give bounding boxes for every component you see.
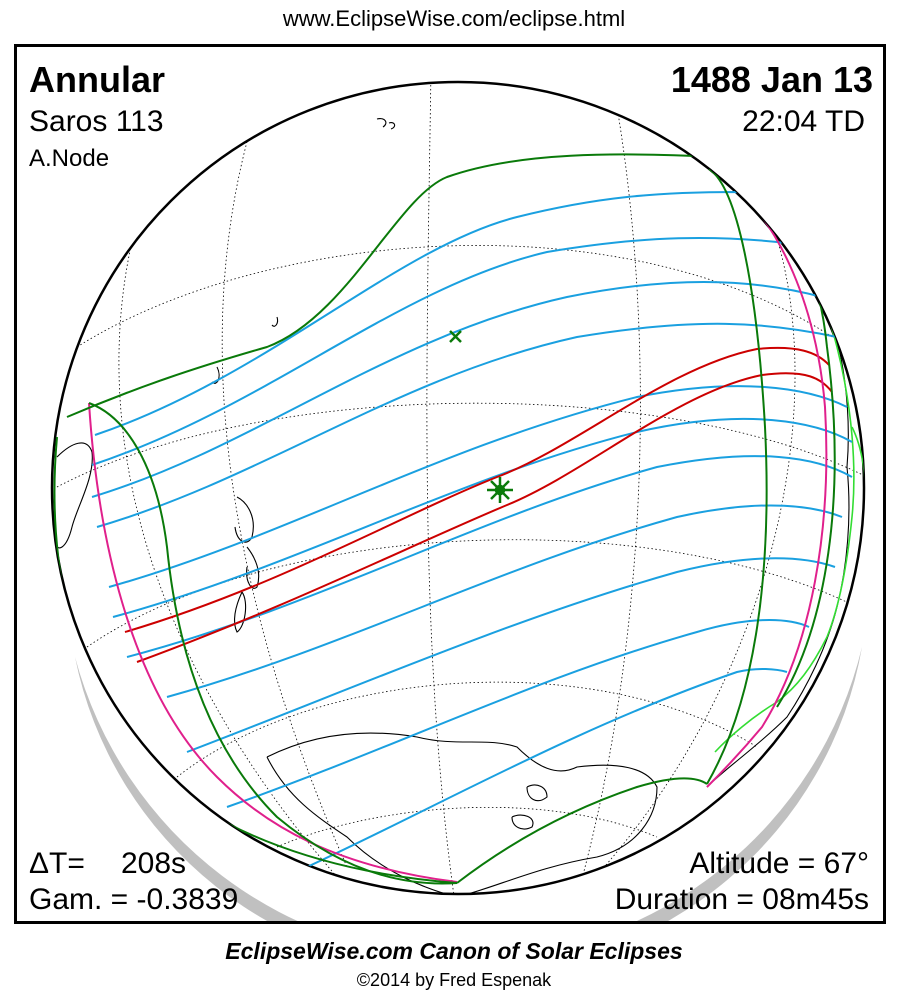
central-path-north-limit (124, 346, 830, 633)
eclipse-map-frame: Annular 1488 Jan 13 Saros 113 22:04 TD A… (14, 44, 886, 924)
duration-value: Duration = 08m45s (614, 883, 869, 916)
eclipse-date: 1488 Jan 13 (670, 59, 873, 100)
penumbral-line (186, 557, 836, 753)
source-url[interactable]: www.EclipseWise.com/eclipse.html (282, 6, 626, 31)
penumbral-line (94, 190, 830, 436)
penumbral-line (91, 281, 823, 498)
greatest-eclipse-marker (487, 477, 513, 503)
eclipse-time: 22:04 TD (742, 105, 865, 138)
penumbral-line (91, 236, 818, 466)
saros-number: Saros 113 (29, 105, 164, 138)
penumbral-line (226, 619, 810, 808)
penumbral-line (96, 322, 838, 528)
rise-set-curves (88, 166, 828, 883)
node-label: A.Node (29, 145, 110, 172)
graticule (56, 82, 864, 894)
canon-title: EclipseWise.com Canon of Solar Eclipses (225, 938, 683, 964)
globe-map (50, 80, 866, 921)
globe-outline (50, 80, 866, 896)
penumbral-line (108, 385, 848, 588)
delta-t-value: 208s (121, 847, 187, 880)
delta-t-label: ΔT= (29, 847, 85, 880)
subsolar-marker (449, 330, 462, 343)
copyright: ©2014 by Fred Espenak (356, 970, 552, 990)
gamma-value: Gam. = -0.3839 (29, 883, 239, 916)
altitude-value: Altitude = 67° (689, 847, 869, 880)
penumbral-line (126, 455, 853, 658)
penumbral-line (112, 417, 853, 618)
penumbral-line (166, 504, 843, 698)
central-path (124, 346, 833, 663)
eclipse-type: Annular (29, 59, 166, 100)
penumbral-line (306, 668, 788, 868)
central-path-south-limit (136, 372, 833, 663)
